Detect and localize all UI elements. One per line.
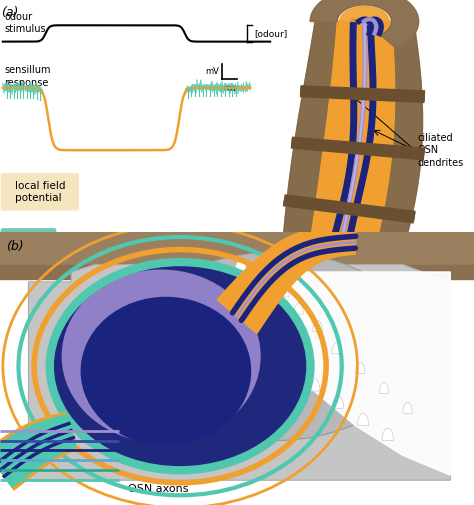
Polygon shape bbox=[235, 307, 246, 319]
Polygon shape bbox=[0, 415, 76, 487]
Polygon shape bbox=[217, 228, 356, 333]
Polygon shape bbox=[283, 361, 295, 374]
FancyBboxPatch shape bbox=[0, 173, 79, 211]
Polygon shape bbox=[340, 7, 389, 34]
Polygon shape bbox=[261, 266, 270, 277]
Polygon shape bbox=[235, 260, 246, 272]
Polygon shape bbox=[280, 286, 289, 297]
Text: (b): (b) bbox=[6, 240, 23, 252]
Text: sensillum
response: sensillum response bbox=[4, 66, 51, 88]
Text: spikes: spikes bbox=[12, 235, 45, 245]
Text: ciliated
OSN
dendrites: ciliated OSN dendrites bbox=[417, 133, 464, 168]
Polygon shape bbox=[309, 379, 320, 391]
Text: ms: ms bbox=[223, 84, 236, 93]
Polygon shape bbox=[278, 22, 337, 318]
Polygon shape bbox=[313, 321, 322, 331]
Text: OSN
soma: OSN soma bbox=[152, 363, 180, 384]
Text: odour
stimulus: odour stimulus bbox=[4, 12, 46, 34]
Polygon shape bbox=[300, 21, 395, 326]
Polygon shape bbox=[250, 327, 262, 339]
Polygon shape bbox=[226, 270, 237, 282]
Polygon shape bbox=[353, 21, 422, 330]
Text: local field
potential: local field potential bbox=[15, 181, 65, 203]
Text: mV: mV bbox=[205, 67, 219, 76]
Polygon shape bbox=[332, 396, 344, 409]
Text: OSN axons: OSN axons bbox=[128, 484, 189, 494]
Polygon shape bbox=[403, 402, 412, 413]
Polygon shape bbox=[0, 418, 75, 484]
Polygon shape bbox=[278, 21, 422, 330]
Ellipse shape bbox=[81, 297, 251, 445]
Polygon shape bbox=[356, 363, 365, 374]
Ellipse shape bbox=[50, 262, 310, 470]
Polygon shape bbox=[310, 0, 419, 48]
Polygon shape bbox=[357, 413, 369, 426]
FancyBboxPatch shape bbox=[0, 228, 56, 252]
Polygon shape bbox=[382, 428, 393, 440]
Polygon shape bbox=[332, 343, 341, 354]
Polygon shape bbox=[294, 303, 303, 314]
Ellipse shape bbox=[133, 252, 417, 440]
Text: (a): (a) bbox=[1, 6, 19, 19]
Polygon shape bbox=[310, 0, 419, 48]
Polygon shape bbox=[379, 383, 389, 393]
Ellipse shape bbox=[62, 270, 261, 443]
Polygon shape bbox=[246, 272, 450, 475]
Polygon shape bbox=[219, 287, 230, 299]
Polygon shape bbox=[0, 413, 77, 490]
Polygon shape bbox=[264, 344, 276, 356]
Polygon shape bbox=[28, 265, 450, 480]
Text: [odour]: [odour] bbox=[255, 29, 288, 38]
